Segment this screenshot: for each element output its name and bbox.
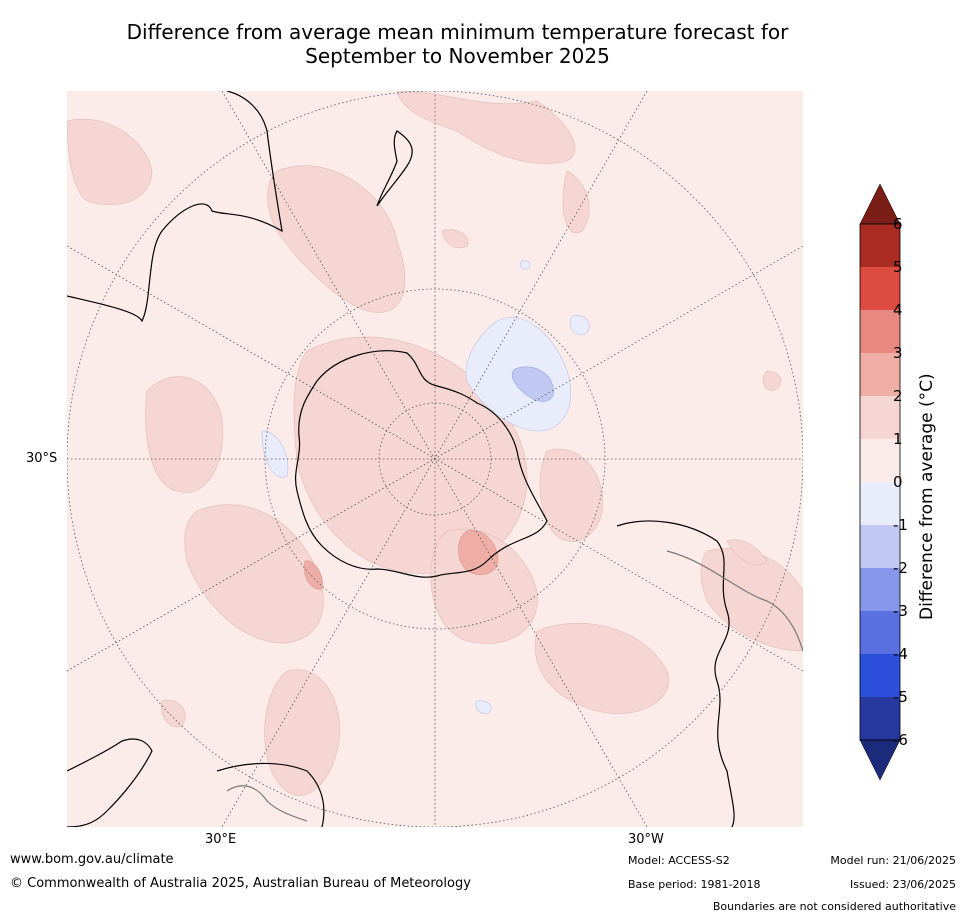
- colorbar-tick-m4: -4: [893, 645, 908, 663]
- colorbar-tick-m3: -3: [893, 602, 908, 620]
- copyright-text: © Commonwealth of Australia 2025, Austra…: [10, 876, 471, 891]
- africa-border: [226, 785, 308, 822]
- colorbar-bin-m4-m3: [860, 611, 900, 654]
- colorbar-tick-5: 5: [893, 258, 903, 276]
- australia-coastline: [67, 91, 283, 323]
- title-line-2: September to November 2025: [305, 44, 610, 68]
- colorbar-bin-m5-m4: [860, 654, 900, 697]
- colorbar-bin-1-2: [860, 396, 900, 439]
- colorbar-label: Difference from average (°C): [917, 373, 937, 620]
- colorbar-bin-m3-m2: [860, 568, 900, 611]
- lon-label-30w: 30°W: [628, 832, 664, 847]
- south-america-border: [666, 550, 803, 652]
- base-period-info: Base period: 1981-2018: [628, 878, 761, 891]
- model-info: Model: ACCESS-S2: [628, 854, 730, 867]
- colorbar-bin-3-4: [860, 310, 900, 353]
- antarctica-coastline: [295, 350, 548, 578]
- title-line-1: Difference from average mean minimum tem…: [126, 20, 789, 44]
- colorbar-bin-m1-0: [860, 482, 900, 525]
- lon-label-30e: 30°E: [205, 832, 237, 847]
- model-run-info: Model run: 21/06/2025: [830, 854, 956, 867]
- colorbar-tick-m2: -2: [893, 559, 908, 577]
- colorbar-tick-4: 4: [893, 301, 903, 319]
- lat-label-30s: 30°S: [26, 451, 58, 466]
- issued-info: Issued: 23/06/2025: [849, 878, 956, 891]
- map-title: Difference from average mean minimum tem…: [60, 20, 855, 68]
- polar-map: [67, 91, 803, 827]
- anomaly-minus1-minus2-regions: [511, 366, 554, 402]
- colorbar-tick-6: 6: [893, 215, 903, 233]
- colorbar-tick-0: 0: [893, 473, 903, 491]
- colorbar-tick-2: 2: [893, 387, 903, 405]
- colorbar-tick-m5: -5: [893, 688, 908, 706]
- colorbar-tick-m6: -6: [893, 731, 908, 749]
- africa-coastline-east: [216, 762, 325, 827]
- colorbar-tick-3: 3: [893, 344, 903, 362]
- africa-coastline: [67, 738, 153, 827]
- colorbar: [859, 183, 901, 781]
- colorbar-bin-2-3: [860, 353, 900, 396]
- colorbar-tick-1: 1: [893, 430, 903, 448]
- disclaimer-text: Boundaries are not considered authoritat…: [712, 900, 956, 913]
- colorbar-bin-0-1: [860, 439, 900, 482]
- colorbar-tick-m1: -1: [893, 516, 908, 534]
- anomaly-1-2-regions: [67, 91, 803, 796]
- website-link[interactable]: www.bom.gov.au/climate: [10, 852, 174, 867]
- south-america-coastline: [616, 520, 735, 827]
- new-zealand-coastline: [376, 130, 413, 207]
- colorbar-bin-m2-m1: [860, 525, 900, 568]
- colorbar-bin-4-5: [860, 267, 900, 310]
- graticule: [67, 91, 803, 827]
- colorbar-bin-5-6: [860, 224, 900, 267]
- colorbar-bin-m6-m5: [860, 697, 900, 740]
